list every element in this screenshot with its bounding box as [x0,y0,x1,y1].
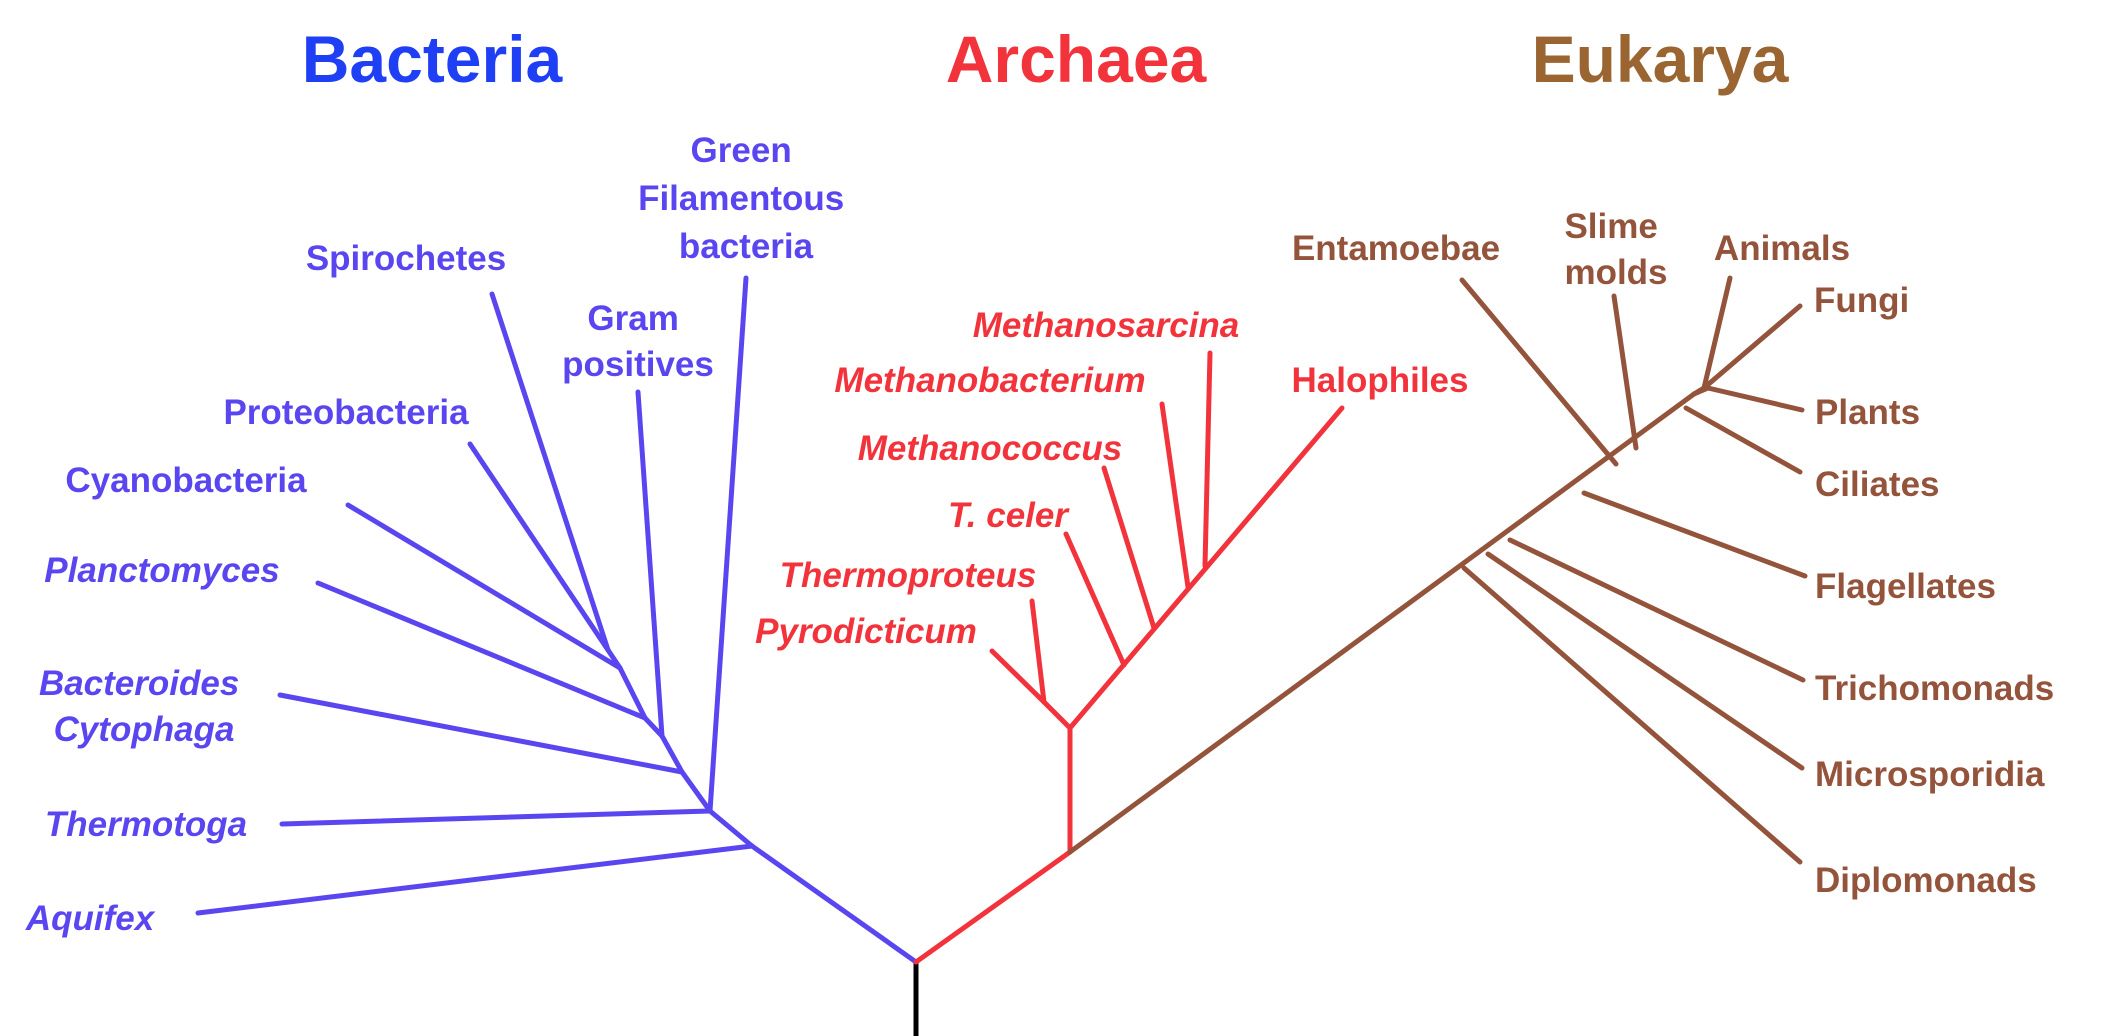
label-proteobacteria: Proteobacteria [223,393,469,432]
domain-title-archaea: Archaea [946,22,1208,96]
label-thermotoga: Thermotoga [45,805,247,844]
label-bacteroides-line-1: Bacteroides [39,664,239,703]
branch-trichomonads [1507,537,1806,683]
bacteria-stem [749,843,919,965]
branch-plants [1705,385,1805,413]
branch-aquifex [195,843,755,916]
bacteria-stem-inner [707,808,755,849]
branch-fungi [1701,303,1803,391]
branch-spirochetes [489,291,611,653]
label-planctomyces: Planctomyces [44,551,279,590]
branch-slime-molds [1611,293,1639,451]
archaea-inner-1 [1041,699,1073,731]
label-green-filamentous-line-3: bacteria [679,227,814,266]
branch-methanococcus [1101,465,1157,631]
branch-microsporidia [1485,551,1805,771]
branch-t-celer [1063,531,1127,668]
branch-flagellates [1581,490,1808,579]
label-thermoproteus: Thermoproteus [780,556,1037,595]
label-flagellates: Flagellates [1815,567,1996,606]
eukarya-branches [1067,275,1808,865]
label-diplomonads: Diplomonads [1815,861,2037,900]
label-slime-molds: Slime molds [1564,207,1667,292]
label-pyrodicticum: Pyrodicticum [755,612,977,651]
label-ciliates: Ciliates [1815,465,1940,504]
bacteria-inner-2 [679,769,713,814]
label-cyanobacteria: Cyanobacteria [65,461,307,500]
label-gram-positives: Gram positives [562,299,714,384]
label-bacteroides-cytophaga: Bacteroides Cytophaga [39,664,249,749]
branch-planctomyces [315,580,648,721]
label-green-filamentous-line-1: Green [691,131,792,170]
label-microsporidia: Microsporidia [1815,755,2045,794]
branch-proteobacteria [467,441,611,653]
branch-animals [1701,275,1733,391]
label-slime-molds-line-2: molds [1564,253,1667,292]
label-bacteroides-line-2: Cytophaga [54,710,235,749]
branch-thermoproteus [1029,598,1047,705]
eukarya-labels: Entamoebae Slime molds Animals Fungi Pla… [1292,207,2054,900]
label-gram-positives-line-1: Gram [587,299,678,338]
bacteria-labels: Green Filamentous bacteria Spirochetes G… [25,131,854,938]
label-methanosarcina: Methanosarcina [973,306,1239,345]
label-aquifex: Aquifex [25,899,156,938]
branch-methanosarcina [1202,350,1213,569]
label-slime-molds-line-1: Slime [1564,207,1657,246]
archaea-branches [913,350,1345,965]
label-gram-positives-line-2: positives [562,345,714,384]
label-plants: Plants [1815,393,1920,432]
label-fungi: Fungi [1814,281,1909,320]
archaea-labels: Methanosarcina Methanobacterium Halophil… [755,306,1468,651]
label-methanococcus: Methanococcus [858,429,1123,468]
archaea-eukarya-stem [913,849,1073,965]
label-halophiles: Halophiles [1292,361,1469,400]
branch-pyrodicticum [989,648,1047,705]
bacteria-inner-6 [605,647,623,671]
bacteria-branches [195,275,919,965]
bacteria-inner-4 [642,715,665,739]
branch-methanobacterium [1159,401,1191,590]
domain-title-bacteria: Bacteria [302,22,564,96]
branch-entamoebae [1459,277,1619,467]
label-entamoebae: Entamoebae [1292,229,1500,268]
domain-title-eukarya: Eukarya [1532,22,1790,96]
branch-ciliates [1683,405,1803,475]
label-green-filamentous-line-2: Filamentous [638,179,844,218]
label-green-filamentous: Green Filamentous bacteria [638,131,854,266]
label-trichomonads: Trichomonads [1815,669,2054,708]
branch-diplomonads [1461,565,1803,865]
label-t-celer: T. celer [948,496,1070,535]
label-methanobacterium: Methanobacterium [834,361,1145,400]
branch-bacteroides [277,692,685,775]
branch-thermotoga [279,808,713,827]
bacteria-inner-5 [617,665,648,721]
branch-green-filamentous [707,275,749,814]
label-spirochetes: Spirochetes [306,239,506,278]
label-animals: Animals [1714,229,1850,268]
bacteria-inner-3 [659,733,685,775]
eukarya-stem [1067,391,1697,855]
branch-cyanobacteria [345,502,623,671]
branch-gram-positives [635,389,665,739]
